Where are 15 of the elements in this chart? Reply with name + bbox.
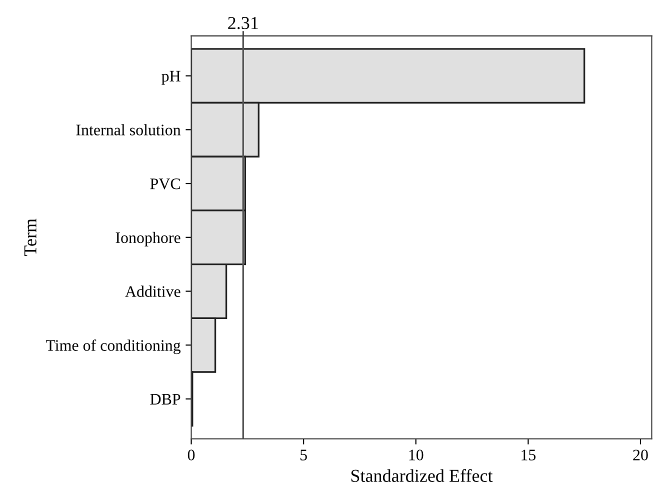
y-tick-label: Time of conditioning bbox=[46, 339, 181, 354]
y-tick-label: Additive bbox=[125, 286, 180, 297]
ref-line-label: 2.31 bbox=[228, 16, 258, 30]
y-tick-label: pH bbox=[162, 70, 180, 85]
x-axis-title: Standardized Effect bbox=[351, 469, 493, 482]
x-tick-label: 20 bbox=[633, 450, 648, 460]
y-tick-label: DBP bbox=[150, 394, 180, 405]
y-tick-label: Ionophore bbox=[116, 232, 180, 246]
x-tick-label: 5 bbox=[300, 450, 307, 460]
x-tick-label: 0 bbox=[188, 450, 195, 460]
y-tick-label: PVC bbox=[150, 178, 180, 190]
y-axis-title: Term bbox=[24, 218, 36, 256]
x-tick-label: 15 bbox=[522, 450, 536, 460]
x-tick-label: 10 bbox=[409, 450, 424, 460]
y-tick-label: Internal solution bbox=[76, 124, 181, 136]
